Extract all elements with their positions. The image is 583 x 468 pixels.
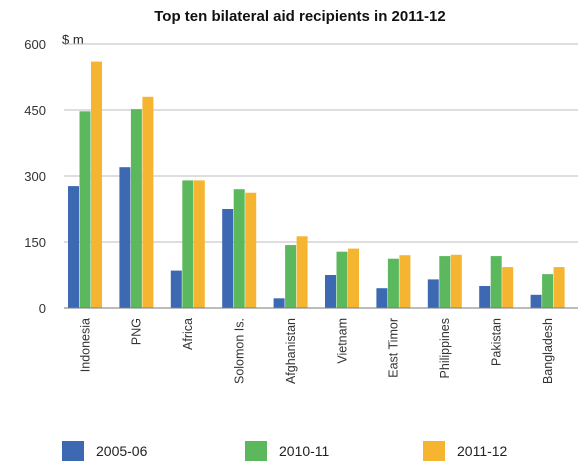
bar-2011-12-Pakistan [502,267,514,308]
legend-swatch [245,441,267,461]
x-tick-label: Indonesia [78,318,92,372]
legend-label: 2011-12 [457,443,508,459]
y-unit-label: $ m [62,32,84,47]
bar-2005-06-PNG [119,167,131,308]
x-tick-label: Vietnam [335,318,349,364]
bar-2005-06-Philippines [427,279,439,308]
legend-swatch [423,441,445,461]
bar-2011-12-Solomon Is. [245,192,257,308]
x-axis-ticks: Indonesia PNG Africa Solomon Is. Afghanistan… [78,318,555,384]
x-tick-label: Afghanistan [284,318,298,384]
bar-2010-11-Vietnam [336,251,348,308]
legend: 2005-06 2010-11 2011-12 [62,441,508,461]
bar-2010-11-Afghanistan [285,245,297,308]
bar-2011-12-Vietnam [348,248,359,308]
x-tick-label: PNG [130,318,144,345]
x-tick-label: Philippines [438,318,452,378]
bar-2005-06-Pakistan [479,286,491,308]
x-tick-label: Pakistan [489,318,503,366]
bars [68,61,565,309]
bar-2010-11-PNG [130,109,142,309]
y-tick-label: 450 [24,103,46,118]
bar-2011-12-East Timor [399,255,411,308]
y-tick-label: 0 [39,301,46,316]
bar-2010-11-Bangladesh [542,274,554,308]
y-axis-ticks: 0 150 300 450 600 [24,37,46,316]
bar-2010-11-Philippines [439,256,451,308]
x-tick-label: Africa [181,318,195,350]
bar-2005-06-East Timor [376,288,388,308]
bar-2005-06-Solomon Is. [222,209,234,308]
bar-2010-11-Indonesia [79,111,91,308]
bar-2005-06-Indonesia [68,186,79,308]
bar-2010-11-East Timor [387,258,399,308]
bar-2011-12-Indonesia [91,61,102,308]
y-tick-label: 300 [24,169,46,184]
bar-2010-11-Pakistan [490,256,502,308]
legend-swatch [62,441,84,461]
bar-2010-11-Solomon Is. [233,189,245,308]
bar-2005-06-Afghanistan [273,298,285,308]
bar-2005-06-Vietnam [325,275,336,308]
bar-2010-11-Africa [182,180,194,308]
x-tick-label: Bangladesh [541,318,555,384]
legend-label: 2010-11 [279,443,330,459]
bar-2011-12-Afghanistan [296,236,308,308]
bar-2005-06-Africa [170,270,182,308]
y-tick-label: 600 [24,37,46,52]
x-tick-label: East Timor [387,318,401,378]
y-tick-label: 150 [24,235,46,250]
chart-title: Top ten bilateral aid recipients in 2011… [154,8,446,25]
bar-2011-12-Bangladesh [553,267,565,308]
bar-2011-12-Philippines [450,254,462,308]
x-tick-label: Solomon Is. [232,318,246,384]
bar-2011-12-Africa [193,180,205,308]
bar-2011-12-PNG [142,96,154,308]
bar-2005-06-Bangladesh [530,294,542,308]
legend-label: 2005-06 [96,443,148,459]
